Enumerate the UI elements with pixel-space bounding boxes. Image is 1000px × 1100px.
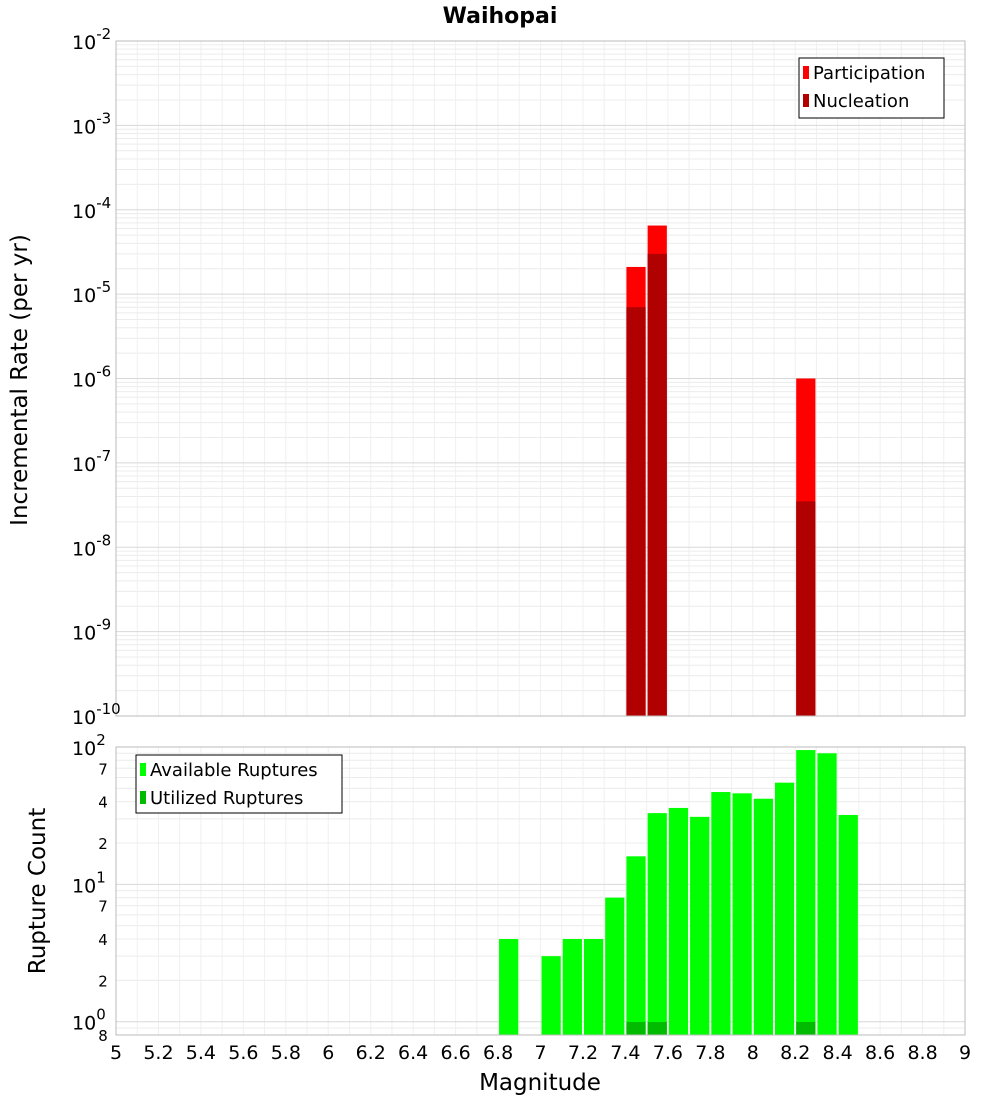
magnitude-x-tick-label: 7.2	[568, 1042, 598, 1064]
available-ruptures-bar	[541, 956, 561, 1035]
count-y-tick-label: 100	[72, 1006, 106, 1035]
nucleation-bar	[647, 253, 667, 716]
nucleation-legend-label: Nucleation	[813, 91, 909, 112]
participation-legend-swatch	[803, 66, 809, 79]
magnitude-x-ticks: 5 5.2 5.4 5.6 5.8 6 6.2 6.4 6.6 6.8 7 7.2 7.4 7.6 7.8 8…	[110, 1042, 971, 1064]
count-y-minor-tick-label: 2	[98, 835, 108, 853]
magnitude-x-tick-label: 8	[747, 1042, 759, 1064]
utilized-ruptures-bar	[647, 1022, 667, 1035]
magnitude-x-tick-label: 6.8	[483, 1042, 513, 1064]
utilized-legend-swatch	[140, 791, 146, 804]
count-bars	[499, 750, 858, 1035]
rate-y-tick-label: 10-6	[72, 363, 111, 392]
count-y-ticks: 100 101 102 8 2 4 7 2 4 7	[72, 731, 108, 1045]
rate-grid	[116, 40, 966, 717]
available-ruptures-bar	[499, 939, 519, 1035]
available-ruptures-bar	[583, 939, 604, 1035]
count-y-tick-label: 101	[72, 868, 106, 897]
available-ruptures-bar	[668, 807, 689, 1035]
utilized-ruptures-bar	[626, 1022, 646, 1035]
magnitude-x-tick-label: 5.4	[186, 1042, 216, 1064]
available-ruptures-bar	[690, 816, 710, 1035]
magnitude-x-tick-label: 7.4	[610, 1042, 640, 1064]
available-ruptures-bar	[732, 793, 752, 1035]
available-ruptures-bar	[774, 782, 795, 1035]
rate-y-tick-label: 10-2	[72, 25, 111, 54]
nucleation-legend-swatch	[803, 94, 809, 107]
rate-y-tick-label: 10-10	[72, 700, 121, 729]
rate-y-tick-label: 10-7	[72, 447, 111, 476]
rate-legend-box	[798, 57, 945, 119]
magnitude-x-tick-label: 8.4	[823, 1042, 853, 1064]
magnitude-x-tick-label: 5.8	[271, 1042, 301, 1064]
available-ruptures-bar	[838, 814, 858, 1035]
magnitude-x-tick-label: 6	[322, 1042, 334, 1064]
count-plot-frame	[115, 746, 966, 1036]
count-legend-box	[135, 754, 343, 814]
available-ruptures-bar	[711, 792, 731, 1035]
magnitude-x-tick-label: 5.2	[143, 1042, 173, 1064]
available-ruptures-bar	[796, 750, 816, 1035]
available-ruptures-bar	[647, 813, 667, 1035]
rate-y-tick-label: 10-5	[72, 278, 111, 307]
magnitude-x-tick-label: 8.6	[865, 1042, 895, 1064]
participation-legend-label: Participation	[813, 63, 925, 84]
count-panel: 100 101 102 8 2 4 7 2 4 7 5 5.2 5.4 5.6 5.8 6 6.2 6.4 6.6…	[25, 731, 971, 1096]
available-legend-swatch	[140, 763, 146, 776]
rate-y-tick-label: 10-3	[72, 109, 111, 138]
rate-y-axis-label: Incremental Rate (per yr)	[7, 234, 33, 526]
available-ruptures-bar	[605, 897, 625, 1035]
chart-title: Waihopai	[443, 4, 558, 29]
count-y-minor-tick-label: 8	[98, 1027, 108, 1045]
available-ruptures-bar	[753, 798, 773, 1035]
magnitude-x-tick-label: 7	[534, 1042, 546, 1064]
magnitude-x-tick-label: 6.6	[440, 1042, 470, 1064]
nucleation-bar	[626, 307, 646, 716]
count-y-minor-tick-label: 4	[98, 931, 108, 949]
available-ruptures-bar	[562, 939, 582, 1035]
utilized-legend-label: Utilized Ruptures	[150, 788, 303, 809]
count-y-minor-tick-label: 7	[98, 898, 108, 916]
count-y-axis-label: Rupture Count	[25, 808, 51, 974]
magnitude-x-tick-label: 6.2	[356, 1042, 386, 1064]
rate-bars	[626, 225, 816, 716]
available-legend-label: Available Ruptures	[150, 760, 318, 781]
magnitude-x-tick-label: 5.6	[228, 1042, 258, 1064]
magnitude-x-axis-label: Magnitude	[479, 1070, 601, 1096]
rate-y-tick-label: 10-9	[72, 616, 111, 645]
utilized-ruptures-bar	[796, 1022, 816, 1035]
rate-panel: 10-10 10-9 10-8 10-7 10-6 10-5 10-4 10-3 10-2 In…	[7, 25, 966, 729]
count-y-minor-tick-label: 4	[98, 794, 108, 812]
available-ruptures-bar	[817, 753, 837, 1035]
rate-y-ticks: 10-10 10-9 10-8 10-7 10-6 10-5 10-4 10-3 10-2	[72, 25, 121, 729]
magnitude-x-tick-label: 7.8	[695, 1042, 725, 1064]
magnitude-x-tick-label: 8.8	[907, 1042, 937, 1064]
magnitude-x-tick-label: 6.4	[398, 1042, 428, 1064]
magnitude-x-tick-label: 8.2	[780, 1042, 810, 1064]
count-y-minor-tick-label: 2	[98, 972, 108, 990]
count-y-tick-label: 102	[72, 731, 106, 760]
rate-legend: Participation Nucleation	[798, 57, 945, 119]
nucleation-bar	[796, 501, 816, 716]
magnitude-x-tick-label: 5	[110, 1042, 122, 1064]
available-ruptures-bar	[626, 856, 646, 1035]
rate-y-tick-label: 10-4	[72, 194, 111, 223]
count-legend: Available Ruptures Utilized Ruptures	[135, 754, 343, 814]
count-y-minor-tick-label: 7	[98, 760, 108, 778]
magnitude-x-tick-label: 7.6	[653, 1042, 683, 1064]
magnitude-x-tick-label: 9	[959, 1042, 971, 1064]
rate-plot-frame	[115, 40, 966, 717]
rate-y-tick-label: 10-8	[72, 531, 111, 560]
